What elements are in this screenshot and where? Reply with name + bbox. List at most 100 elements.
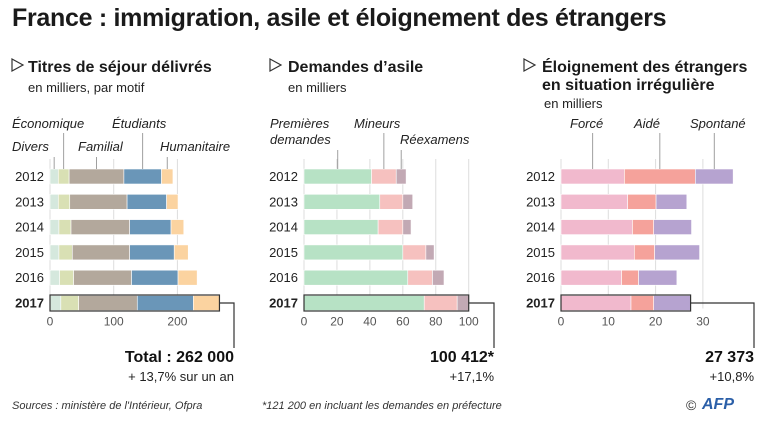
title-arrow-icon (523, 57, 537, 73)
bar-segment (49, 244, 60, 261)
bar-segment (379, 194, 404, 210)
series-label: Réexamens (400, 132, 470, 147)
copyright-symbol: © (686, 397, 697, 413)
year-label: 2014 (15, 220, 44, 235)
bar-segment (60, 295, 79, 311)
bar-segment (638, 269, 678, 286)
panel-title: Demandes d’asile (288, 59, 423, 76)
year-label: 2012 (269, 169, 298, 184)
bar-segment (49, 194, 59, 210)
afp-logo: AFP (702, 396, 734, 413)
title-arrow-icon (269, 57, 283, 73)
bar-segment (303, 244, 404, 261)
bar-segment (560, 295, 632, 311)
bar-segment (57, 194, 71, 210)
series-label: Étudiants (112, 116, 167, 131)
bar-segment (49, 269, 60, 286)
year-label: 2014 (269, 220, 298, 235)
bar-segment (173, 244, 189, 261)
year-label: 2015 (269, 245, 298, 260)
bar-segment (177, 269, 198, 286)
bar-segment (303, 168, 372, 185)
tick-label: 100 (104, 315, 124, 329)
bar-segment (68, 168, 125, 185)
bar-segment (131, 269, 179, 286)
footer-note: *121 200 en incluant les demandes en pré… (262, 400, 502, 412)
bar-segment (624, 168, 696, 185)
bar-segment (377, 219, 404, 235)
bar-segment (560, 269, 622, 286)
year-label: 2017 (526, 296, 555, 311)
tick-label: 0 (47, 315, 54, 329)
series-label: Mineurs (354, 116, 401, 131)
footer-sources: Sources : ministère de l'Intérieur, Ofpr… (12, 400, 203, 412)
year-label: 2017 (269, 296, 298, 311)
tick-label: 60 (396, 315, 410, 329)
panel-subtitle: en milliers, par motif (28, 80, 145, 95)
bar-segment (58, 244, 73, 261)
total-connector (690, 302, 755, 348)
bar-segment (303, 194, 381, 210)
bar-segment (170, 219, 185, 235)
year-label: 2015 (15, 245, 44, 260)
bar-segment (402, 244, 427, 261)
total-value: 27 373 (705, 349, 754, 366)
bar-segment (653, 219, 692, 235)
panel-subtitle: en milliers (288, 80, 347, 95)
year-label: 2013 (15, 194, 44, 209)
panel-title: en situation irrégulière (542, 77, 715, 94)
series-label: Familial (78, 139, 124, 154)
bar-segment (303, 295, 425, 311)
bar-segment (627, 194, 657, 210)
year-label: 2016 (15, 270, 44, 285)
series-label: Aidé (633, 116, 660, 131)
bar-segment (560, 219, 633, 235)
total-value: Total : 262 000 (125, 349, 234, 366)
series-label: Premières (270, 116, 330, 131)
bar-segment (49, 168, 59, 185)
total-connector (468, 302, 495, 348)
total-change: + 13,7% sur un an (128, 369, 234, 384)
bar-segment (402, 219, 412, 235)
year-label: 2016 (526, 270, 555, 285)
year-label: 2012 (15, 169, 44, 184)
tick-label: 80 (429, 315, 443, 329)
panel-subtitle: en milliers (544, 96, 603, 111)
bar-segment (126, 194, 167, 210)
bar-segment (655, 194, 688, 210)
year-label: 2014 (526, 220, 555, 235)
series-label: demandes (270, 132, 331, 147)
tick-label: 40 (363, 315, 377, 329)
tick-label: 20 (330, 315, 344, 329)
bar-segment (630, 295, 655, 311)
tick-label: 0 (301, 315, 308, 329)
bar-segment (456, 295, 470, 311)
bar-segment (73, 269, 132, 286)
tick-label: 10 (602, 315, 616, 329)
bar-segment (653, 295, 691, 311)
bar-segment (632, 219, 655, 235)
bar-segment (423, 295, 458, 311)
bar-segment (193, 295, 220, 311)
panel-title: Éloignement des étrangers (542, 57, 747, 76)
total-connector (219, 302, 235, 348)
series-label: Humanitaire (160, 139, 230, 154)
bar-segment (395, 168, 407, 185)
series-label: Économique (12, 116, 84, 131)
year-label: 2017 (15, 296, 44, 311)
bar-segment (161, 168, 174, 185)
bar-segment (560, 168, 625, 185)
bar-segment (425, 244, 435, 261)
page-title: France : immigration, asile et éloigneme… (12, 4, 667, 32)
tick-label: 0 (558, 315, 565, 329)
series-label: Spontané (690, 116, 746, 131)
bar-segment (560, 244, 635, 261)
bar-segment (57, 168, 70, 185)
tick-label: 200 (167, 315, 187, 329)
bar-segment (69, 194, 128, 210)
bar-segment (78, 295, 138, 311)
bar-segment (71, 244, 130, 261)
bar-segment (49, 219, 60, 235)
bar-segment (303, 269, 409, 286)
